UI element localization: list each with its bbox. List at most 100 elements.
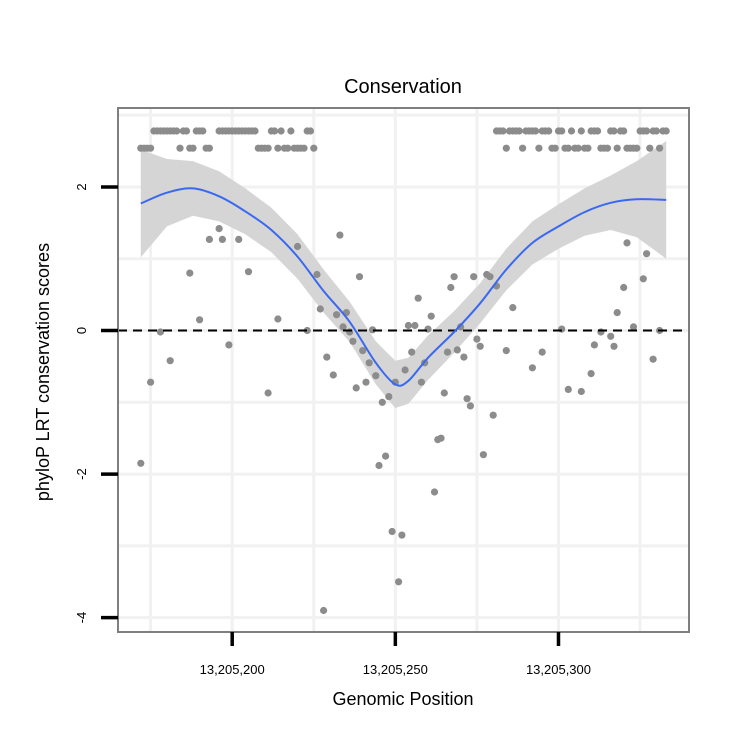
data-point: [479, 451, 487, 459]
data-point: [313, 270, 321, 279]
data-point: [623, 239, 631, 247]
data-point: [457, 323, 465, 331]
data-point: [545, 127, 553, 135]
y-axis-title: phyloP LRT conservation scores: [33, 243, 53, 501]
data-point: [303, 326, 311, 335]
data-point: [466, 402, 474, 410]
data-point: [355, 273, 364, 281]
data-point: [646, 144, 654, 152]
data-point: [603, 144, 612, 152]
data-point: [463, 395, 471, 403]
data-point: [535, 144, 543, 152]
data-point: [443, 348, 452, 356]
data-point: [532, 127, 540, 135]
data-point: [401, 366, 409, 374]
data-point: [460, 353, 468, 361]
data-point: [375, 461, 383, 470]
data-point: [339, 323, 347, 331]
data-point: [564, 385, 572, 393]
data-point: [538, 348, 546, 356]
data-point: [382, 452, 390, 460]
data-point: [205, 144, 213, 152]
x-tick-label: 13,205,300: [526, 662, 591, 677]
data-point: [515, 127, 523, 135]
data-point: [558, 127, 566, 135]
data-point: [450, 273, 458, 281]
data-point: [372, 372, 380, 380]
data-point: [564, 144, 572, 152]
data-point: [349, 337, 357, 345]
data-point: [629, 323, 638, 331]
data-point: [274, 144, 282, 152]
y-tick-label: 2: [74, 183, 89, 190]
data-point: [613, 144, 621, 152]
data-point: [346, 328, 354, 336]
data-point: [277, 127, 285, 135]
x-tick-label: 13,205,200: [200, 662, 265, 677]
data-point: [244, 268, 253, 276]
data-point: [662, 127, 670, 135]
data-point: [577, 387, 585, 396]
data-point: [320, 606, 328, 615]
data-point: [176, 144, 184, 152]
data-point: [577, 127, 585, 135]
data-point: [300, 144, 308, 152]
data-point: [182, 127, 191, 135]
data-point: [264, 144, 272, 152]
data-point: [218, 235, 226, 243]
data-point: [316, 305, 324, 313]
data-point: [502, 144, 510, 152]
data-point: [597, 328, 605, 336]
data-point: [293, 242, 302, 251]
data-point: [199, 127, 207, 135]
data-point: [427, 312, 435, 320]
data-point: [594, 127, 602, 135]
data-point: [610, 127, 618, 135]
data-point: [652, 127, 661, 135]
data-point: [359, 347, 367, 355]
data-point: [284, 144, 292, 152]
data-point: [137, 459, 145, 467]
data-point: [251, 127, 259, 135]
x-axis: 13,205,200 13,205,250 13,205,300: [200, 632, 591, 677]
data-point: [333, 311, 341, 319]
data-point: [336, 231, 344, 239]
y-tick-label: -2: [74, 468, 89, 480]
x-axis-title: Genomic Position: [332, 689, 473, 709]
data-point: [590, 341, 599, 349]
data-point: [558, 325, 566, 333]
data-point: [486, 273, 494, 281]
data-point: [408, 348, 416, 356]
data-point: [310, 144, 318, 152]
data-point: [489, 411, 497, 419]
data-point: [388, 527, 396, 536]
data-point: [378, 398, 386, 406]
data-point: [271, 127, 279, 135]
data-point: [147, 378, 155, 386]
y-axis: 2 0 -2 -4: [74, 183, 118, 623]
data-point: [453, 346, 461, 354]
data-point: [329, 371, 337, 379]
data-point: [613, 309, 621, 317]
data-point: [551, 144, 559, 152]
data-point: [610, 342, 618, 350]
data-point: [362, 378, 370, 386]
plot-panel: [117, 107, 690, 633]
data-point: [365, 359, 373, 367]
panel-border: [117, 107, 690, 633]
data-point: [398, 531, 406, 539]
data-point: [430, 488, 439, 496]
data-point: [499, 127, 507, 135]
data-point: [166, 357, 174, 365]
data-point: [643, 127, 651, 135]
x-tick-label: 13,205,250: [363, 662, 428, 677]
data-point: [440, 389, 448, 397]
data-point: [424, 325, 432, 333]
data-point: [395, 578, 403, 586]
data-point: [470, 273, 478, 281]
data-point: [509, 304, 517, 312]
data-point: [567, 127, 576, 135]
data-point: [411, 321, 419, 330]
data-point: [473, 335, 481, 343]
